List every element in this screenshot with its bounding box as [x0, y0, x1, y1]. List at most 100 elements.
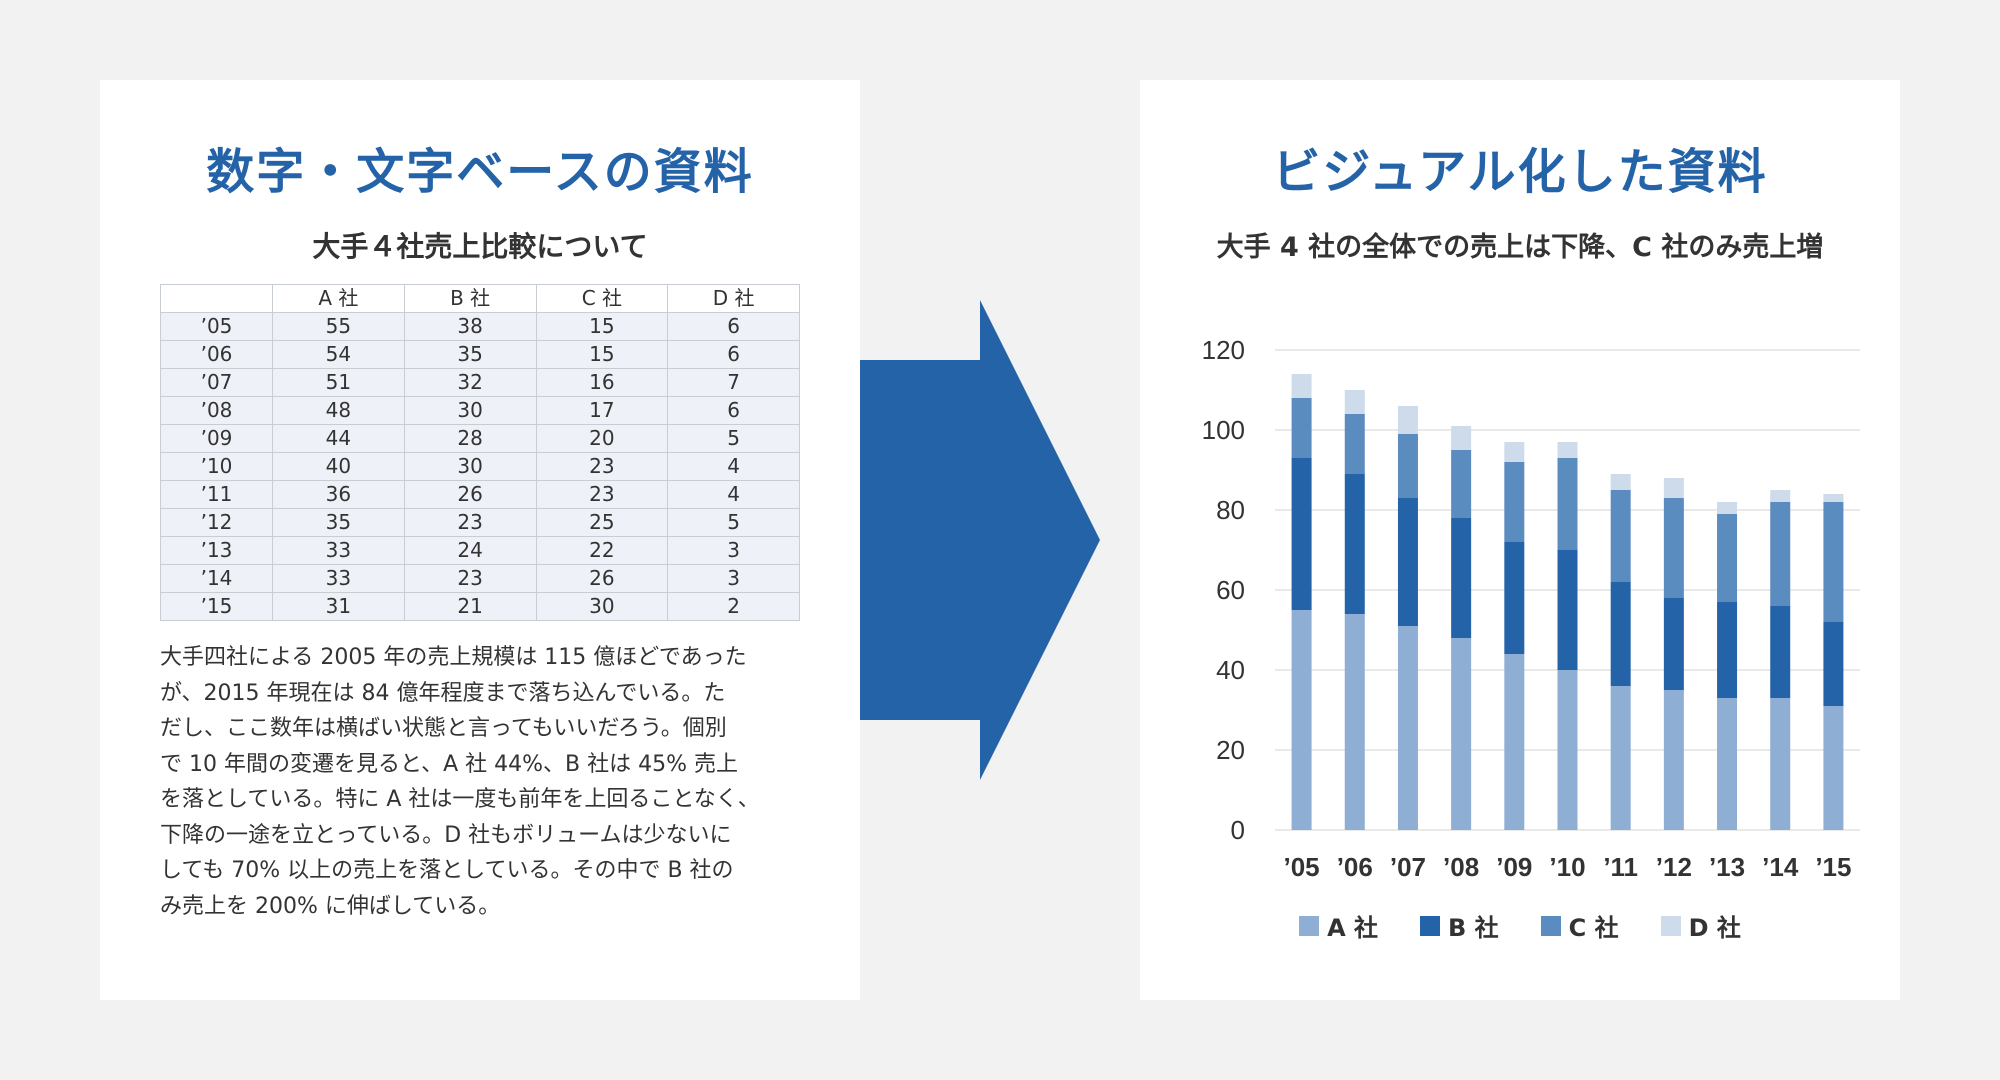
bar-segment — [1663, 690, 1684, 830]
table-value-cell: 23 — [535, 452, 669, 481]
bar-segment — [1504, 462, 1525, 542]
table-value-cell: 20 — [535, 424, 669, 453]
table-header-cell: A 社 — [272, 284, 405, 313]
bar-segment — [1663, 498, 1684, 598]
table-year-cell: ’14 — [160, 564, 273, 593]
y-tick-label: 100 — [1202, 415, 1245, 445]
bar-segment — [1504, 654, 1525, 830]
bar-segment — [1610, 490, 1631, 582]
table-value-cell: 6 — [667, 396, 800, 425]
table-value-cell: 2 — [667, 592, 800, 621]
paragraph-line: 大手四社による 2005 年の売上規模は 115 億ほどであった — [160, 645, 747, 670]
table-year-cell: ’06 — [160, 340, 273, 369]
table-header-cell: D 社 — [667, 284, 800, 313]
bar-segment — [1557, 458, 1578, 550]
bar-segment — [1823, 494, 1844, 502]
table-value-cell: 35 — [272, 508, 405, 537]
table-value-cell: 33 — [272, 536, 405, 565]
paragraph-line: が、2015 年現在は 84 億年程度まで落ち込んでいる。た — [160, 680, 726, 706]
table-value-cell: 17 — [535, 396, 669, 425]
table-value-cell: 16 — [535, 368, 669, 397]
legend-label: B 社 — [1448, 914, 1499, 942]
table-value-cell: 24 — [403, 536, 537, 565]
table-year-cell: ’05 — [160, 312, 273, 341]
table-value-cell: 6 — [667, 340, 800, 369]
bar-segment — [1291, 374, 1312, 398]
table-value-cell: 44 — [272, 424, 405, 453]
legend-item: D 社 — [1660, 908, 1741, 943]
table-year-cell: ’13 — [160, 536, 273, 565]
right-panel: ビジュアル化した資料 大手 4 社の全体での売上は下降、C 社のみ売上増 0 20… — [1140, 80, 1900, 1000]
table-value-cell: 26 — [535, 564, 669, 593]
bar-segment — [1397, 498, 1418, 626]
bar-segment — [1823, 502, 1844, 622]
bar-segment — [1344, 614, 1365, 830]
table-header-cell: B 社 — [403, 284, 537, 313]
arrow-shape — [860, 300, 1100, 780]
paragraph-line: 下降の一途を立とっている。D 社もボリュームは少ないに — [160, 822, 732, 848]
table-value-cell: 26 — [403, 480, 537, 509]
bar-segment — [1344, 414, 1365, 474]
x-tick-label: ’06 — [1337, 852, 1373, 882]
table-value-cell: 3 — [667, 536, 800, 565]
legend-swatch — [1420, 915, 1441, 936]
table-value-cell: 21 — [403, 592, 537, 621]
legend-label: C 社 — [1568, 914, 1619, 942]
bar-segment — [1823, 622, 1844, 706]
table-value-cell: 25 — [535, 508, 669, 537]
paragraph-line: を落としている。特に A 社は一度も前年を上回ることなく、 — [160, 787, 760, 812]
description-paragraph: 大手四社による 2005 年の売上規模は 115 億ほどであった が、2015 年… — [160, 640, 800, 924]
left-panel-title: 数字・文字ベースの資料 — [206, 144, 754, 200]
x-tick-label: ’08 — [1443, 852, 1479, 882]
table-value-cell: 23 — [403, 508, 537, 537]
table-value-cell: 7 — [667, 368, 800, 397]
bar-segment — [1770, 502, 1791, 606]
table-row: ’13 33 24 22 3 — [160, 536, 800, 565]
bar-segment — [1663, 598, 1684, 690]
bar-segment — [1291, 398, 1312, 458]
table-header-cell — [160, 284, 273, 313]
table-row: ’06 54 35 15 6 — [160, 340, 800, 369]
bar-segment — [1557, 442, 1578, 458]
legend-item: B 社 — [1420, 908, 1499, 943]
table-year-cell: ’09 — [160, 424, 273, 453]
table-row: ’10 40 30 23 4 — [160, 452, 800, 481]
x-tick-label: ’07 — [1390, 852, 1426, 882]
x-tick-label: ’05 — [1284, 852, 1320, 882]
table-row: ’11 36 26 23 4 — [160, 480, 800, 509]
bar-segment — [1451, 450, 1472, 518]
table-value-cell: 23 — [535, 480, 669, 509]
bar-segment — [1504, 442, 1525, 462]
table-year-cell: ’12 — [160, 508, 273, 537]
table-row: ’05 55 38 15 6 — [160, 312, 800, 341]
x-tick-label: ’10 — [1549, 852, 1585, 882]
table-value-cell: 5 — [667, 424, 800, 453]
table-value-cell: 6 — [667, 312, 800, 341]
table-value-cell: 15 — [535, 340, 669, 369]
table-row: ’14 33 23 26 3 — [160, 564, 800, 593]
table-value-cell: 28 — [403, 424, 537, 453]
table-header-row: A 社 B 社 C 社 D 社 — [160, 284, 800, 313]
x-tick-label: ’12 — [1656, 852, 1692, 882]
table-row: ’07 51 32 16 7 — [160, 368, 800, 397]
y-tick-label: 80 — [1216, 495, 1245, 525]
table-value-cell: 33 — [272, 564, 405, 593]
paragraph-line: しても 70% 以上の売上を落としている。その中で B 社の — [160, 858, 734, 883]
table-year-cell: ’08 — [160, 396, 273, 425]
table-value-cell: 23 — [403, 564, 537, 593]
legend-swatch — [1540, 915, 1561, 936]
bar-segment — [1291, 610, 1312, 830]
y-tick-label: 0 — [1231, 815, 1245, 845]
paragraph-line: で 10 年間の変遷を見ると、A 社 44%、B 社は 45% 売上 — [160, 751, 739, 777]
bar-segment — [1610, 582, 1631, 686]
table-year-cell: ’15 — [160, 592, 273, 621]
x-tick-label: ’14 — [1762, 852, 1799, 882]
x-tick-label: ’11 — [1603, 852, 1638, 882]
x-tick-label: ’09 — [1496, 852, 1532, 882]
table-year-cell: ’11 — [160, 480, 273, 509]
bar-segment — [1344, 390, 1365, 414]
bar-segment — [1504, 542, 1525, 654]
table-value-cell: 3 — [667, 564, 800, 593]
table-value-cell: 30 — [403, 452, 537, 481]
